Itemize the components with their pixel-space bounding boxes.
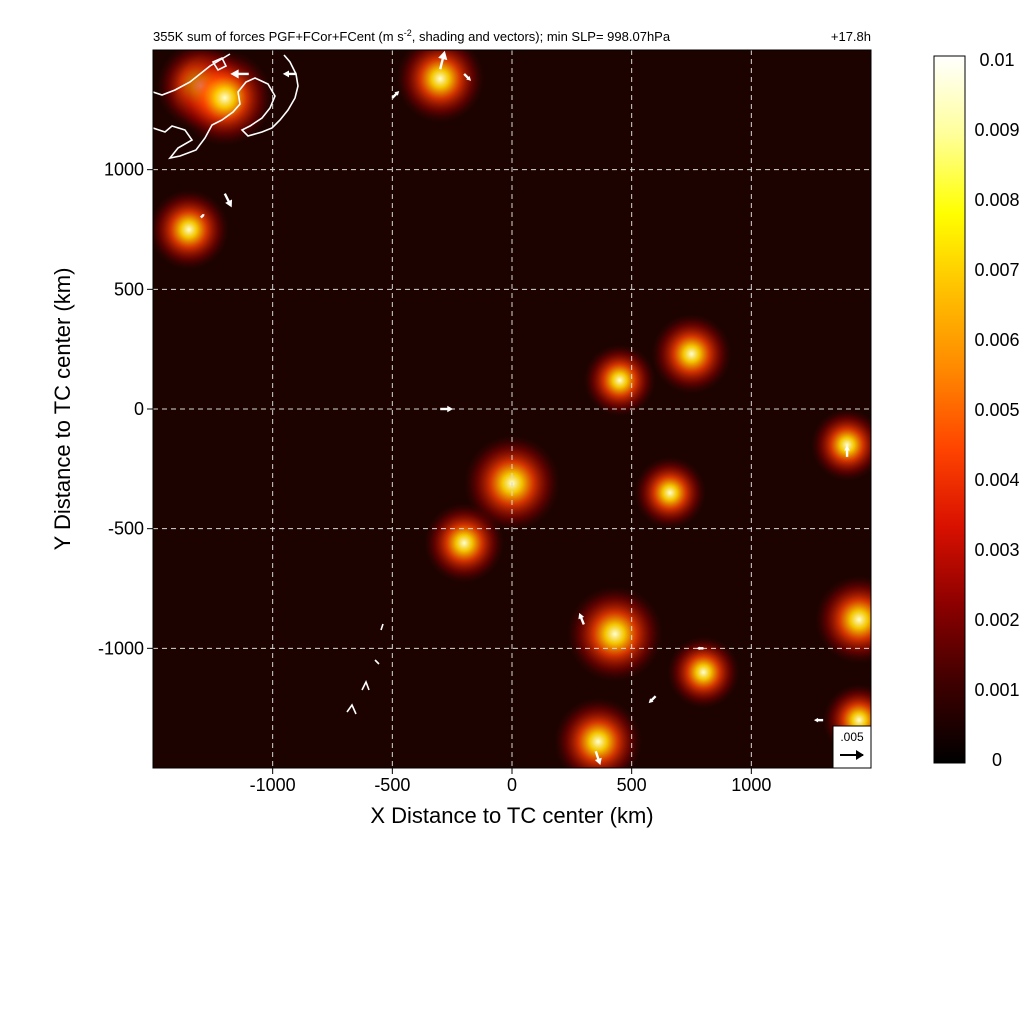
y-tick-label: 0: [134, 399, 144, 419]
colorbar-tick-label: 0.005: [974, 400, 1019, 420]
y-axis: -1000 -500 0 500 1000: [98, 160, 153, 658]
colorbar-tick-label: 0.01: [979, 50, 1014, 70]
force-vector: [813, 717, 824, 723]
force-vector: [594, 750, 602, 766]
colorbar: [933, 55, 966, 764]
title-main-suffix: , shading and vectors); min SLP= 998.07h…: [412, 29, 671, 44]
y-tick-label: -1000: [98, 638, 144, 658]
hotspot: [815, 575, 871, 664]
x-tick-label: 0: [507, 775, 517, 795]
plot-background: [153, 50, 871, 768]
x-tick-label: -500: [374, 775, 410, 795]
chart-title: 355K sum of forces PGF+FCor+FCent (m s-2…: [153, 28, 671, 44]
grid-layer: [153, 50, 871, 768]
colorbar-tick-label: 0.007: [974, 260, 1019, 280]
vector-layer: [200, 50, 850, 766]
reference-vector-arrowhead: [856, 750, 864, 760]
force-vector: [223, 193, 233, 208]
force-vector: [282, 70, 297, 78]
x-tick-label: 1000: [731, 775, 771, 795]
y-tick-label: -500: [108, 519, 144, 539]
force-vector: [463, 73, 472, 81]
force-vector: [200, 213, 205, 219]
hotspot-layer: [153, 50, 871, 768]
colorbar-tick-label: 0.002: [974, 610, 1019, 630]
colorbar-tick-label: 0.003: [974, 540, 1019, 560]
coastline-island: [211, 56, 228, 72]
hotspot: [566, 585, 663, 682]
x-tick-label: -1000: [250, 775, 296, 795]
hotspot: [583, 344, 656, 417]
x-axis: -1000 -500 0 500 1000: [250, 768, 771, 795]
y-axis-label: Y Distance to TC center (km): [50, 268, 75, 551]
force-vector: [578, 612, 585, 625]
reference-vector-box: .005: [832, 725, 872, 769]
hotspot: [633, 456, 706, 529]
colorbar-tick-label: 0.006: [974, 330, 1019, 350]
force-vector: [438, 50, 448, 70]
hotspot: [667, 636, 740, 709]
colorbar-tick-label: 0.009: [974, 120, 1019, 140]
y-tick-label: 500: [114, 279, 144, 299]
colorbar-tick-label: 0.001: [974, 680, 1019, 700]
x-axis-label: X Distance to TC center (km): [370, 803, 653, 828]
colorbar-ticks: 0 0.001 0.002 0.003 0.004 0.005 0.006 0.007 0.00…: [974, 50, 1019, 770]
force-vector: [230, 69, 249, 79]
hotspot: [396, 50, 485, 123]
title-superscript: -2: [404, 28, 412, 38]
hotspot: [811, 408, 871, 481]
force-vector: [440, 405, 454, 413]
coastline-layer: [153, 53, 384, 715]
coastline-korea: [153, 53, 231, 96]
coastline-islands-south: [346, 623, 384, 715]
plot-area: [153, 50, 871, 768]
title-main-prefix: 355K sum of forces PGF+FCor+FCent (m s: [153, 29, 404, 44]
force-vector: [391, 90, 400, 99]
valid-time-label: +17.8h: [831, 29, 871, 44]
reference-vector-label: .005: [840, 730, 864, 744]
force-vector: [844, 445, 850, 457]
hotspot: [153, 189, 229, 270]
hotspot: [651, 313, 732, 394]
coastline-japan: [153, 54, 299, 160]
colorbar-tick-label: 0: [992, 750, 1002, 770]
hotspot: [424, 503, 505, 584]
hotspot: [554, 697, 643, 768]
x-tick-label: 500: [617, 775, 647, 795]
colorbar-tick-label: 0.004: [974, 470, 1019, 490]
force-vector: [696, 646, 704, 651]
colorbar-tick-label: 0.008: [974, 190, 1019, 210]
y-tick-label: 1000: [104, 160, 144, 180]
force-vector: [648, 695, 657, 704]
